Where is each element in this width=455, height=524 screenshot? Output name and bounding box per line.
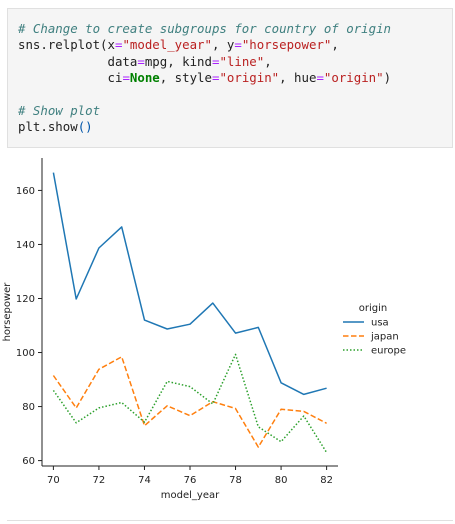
code-line: data=mpg, kind="line",: [18, 54, 272, 69]
code-token: ,: [264, 53, 272, 69]
code-token: ci: [18, 70, 123, 86]
series-line-europe: [52, 353, 328, 453]
axes: 70 72 74 76 78 80 82 60 80 100 120 140 160 model_year…: [2, 158, 338, 501]
series-line-japan: [52, 356, 327, 448]
y-tick-label: 160: [16, 186, 35, 197]
code-token: =: [316, 70, 324, 86]
code-token: None: [129, 70, 160, 86]
x-tick-label: 80: [275, 475, 288, 486]
code-token: (): [77, 119, 93, 135]
code-token: ): [383, 70, 392, 86]
code-token: # Show plot: [18, 103, 101, 119]
code-token: , hue: [279, 70, 317, 86]
code-line: # Show plot: [18, 103, 100, 118]
y-tick-label: 60: [22, 456, 35, 467]
code-token: "horsepower": [241, 37, 332, 53]
x-tick-label: 72: [93, 475, 106, 486]
code-token: =: [211, 70, 220, 86]
code-editor[interactable]: # Change to create subgroups for country…: [8, 9, 452, 136]
legend-label-usa: usa: [371, 318, 389, 329]
code-token: , style: [159, 70, 212, 86]
legend-label-japan: japan: [370, 332, 399, 343]
x-tick-label: 70: [47, 475, 60, 486]
y-tick-label: 80: [22, 402, 35, 413]
code-token: mpg, kind: [144, 53, 212, 69]
code-line: ci=None, style="origin", hue="origin"): [18, 70, 392, 86]
code-token: "line": [219, 53, 265, 69]
code-cell[interactable]: # Change to create subgroups for country…: [7, 8, 453, 148]
y-tick-label: 120: [16, 294, 35, 305]
relplot-line-chart: 70 72 74 76 78 80 82 60 80 100 120 140 160 model_year…: [2, 158, 406, 501]
y-tick-label: 140: [16, 240, 35, 251]
series-line-usa: [52, 172, 327, 396]
code-line: plt.show(): [18, 119, 93, 134]
x-axis-label: model_year: [161, 490, 220, 501]
code-token: "model_year": [122, 37, 212, 53]
legend-title: origin: [359, 303, 387, 314]
code-token: # Change to create subgroups for country…: [18, 21, 391, 36]
legend: origin usa japan europe: [343, 303, 406, 357]
y-tick-label: 100: [16, 348, 35, 359]
code-token: "origin": [323, 70, 384, 86]
code-token: =: [114, 37, 123, 53]
x-tick-label: 76: [184, 475, 197, 486]
code-token: "origin": [219, 70, 280, 86]
code-token: data: [18, 53, 138, 69]
code-token: ,: [331, 37, 339, 53]
code-token: =: [122, 70, 130, 86]
code-token: , y: [211, 37, 235, 53]
code-line: # Change to create subgroups for country…: [18, 21, 391, 36]
legend-label-europe: europe: [371, 346, 406, 357]
code-line: sns.relplot(x="model_year", y="horsepowe…: [18, 37, 339, 52]
code-token: plt.show: [18, 119, 78, 135]
y-axis-label: horsepower: [2, 282, 13, 342]
x-tick-label: 74: [138, 475, 151, 486]
series-lines: [52, 172, 328, 453]
x-tick-label: 78: [229, 475, 242, 486]
code-token: =: [137, 53, 145, 69]
code-token: sns.relplot(x: [18, 37, 115, 53]
x-tick-label: 82: [320, 475, 333, 486]
code-token: =: [211, 53, 220, 69]
cell-divider: [7, 520, 453, 521]
code-token: =: [234, 37, 242, 53]
